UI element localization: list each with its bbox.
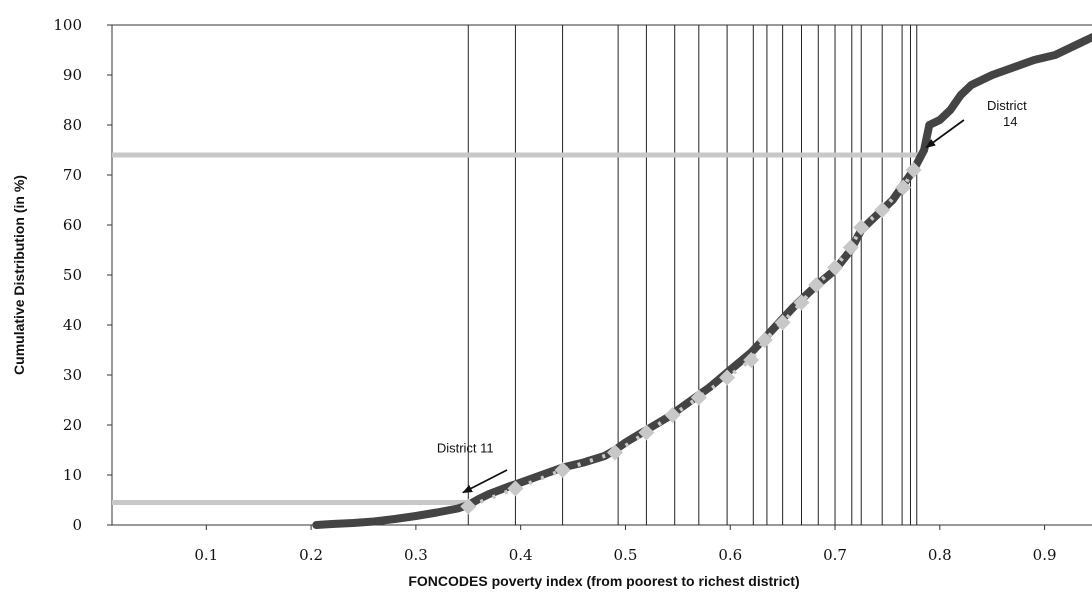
- diamond-point: [808, 277, 825, 293]
- diamond-point: [827, 259, 844, 276]
- y-tick-label: 100: [53, 16, 82, 34]
- x-tick-label: 0.5: [614, 546, 638, 564]
- x-tick-label: 0.6: [718, 546, 742, 564]
- y-axis-title: Cumulative Distribution (in %): [11, 175, 27, 375]
- series-group: [312, 32, 1092, 529]
- y-tick-label: 40: [63, 316, 82, 334]
- diamond-point: [774, 314, 791, 331]
- diamond-point: [743, 352, 760, 368]
- y-tick-label: 0: [72, 516, 82, 534]
- x-axis-title: FONCODES poverty index (from poorest to …: [408, 573, 799, 589]
- y-tick-label: 90: [63, 66, 82, 84]
- x-tick-label: 0.9: [1033, 546, 1057, 564]
- annotation-arrow: [462, 469, 508, 494]
- diamond-point: [690, 389, 707, 406]
- x-tick-label: 0.8: [928, 546, 952, 564]
- diamond-point: [664, 407, 681, 423]
- diamond-point: [895, 179, 912, 196]
- y-tick-label: 70: [63, 166, 82, 184]
- annotation-text-line: District: [987, 98, 1027, 113]
- diamond-point: [756, 332, 773, 348]
- x-tick-label: 0.3: [404, 546, 428, 564]
- y-tick-label: 50: [63, 266, 82, 284]
- x-tick-label: 0.4: [509, 546, 533, 564]
- diamond-point: [853, 219, 870, 236]
- x-tick-label: 0.1: [194, 546, 218, 564]
- diamond-point: [874, 202, 891, 218]
- y-tick-label: 20: [63, 416, 82, 434]
- x-tick-label: 0.7: [823, 546, 847, 564]
- diamond-point: [638, 424, 655, 441]
- y-tick-label: 80: [63, 116, 82, 134]
- annotation-label: District 11: [437, 441, 494, 456]
- reference-lines: [112, 152, 919, 505]
- annotation-arrow: [925, 119, 965, 149]
- y-tick-label: 30: [63, 366, 82, 384]
- y-tick-label: 10: [63, 466, 82, 484]
- diamond-point: [606, 444, 623, 461]
- diamond-point: [842, 239, 859, 256]
- diamond-point: [719, 369, 736, 386]
- diamond-point: [554, 462, 571, 478]
- x-tick-label: 0.2: [299, 546, 323, 564]
- axis-ticks: 0 10 20 30 40 50 60 70 80 90 100 0.1 0.2 0.3 0.4 0.5 0.6…: [53, 16, 1056, 564]
- diamond-point: [460, 498, 477, 515]
- annotation-text-line: District 11: [437, 441, 494, 456]
- annotation-label: District 14: [987, 98, 1027, 129]
- diamond-point: [905, 162, 922, 178]
- y-tick-label: 60: [63, 216, 82, 234]
- annotations: District 11 District 14: [437, 98, 1027, 494]
- diamond-point: [793, 294, 810, 311]
- annotation-text-line: 14: [1003, 114, 1017, 129]
- plot-area: [111, 24, 1092, 526]
- diamond-point: [507, 480, 524, 497]
